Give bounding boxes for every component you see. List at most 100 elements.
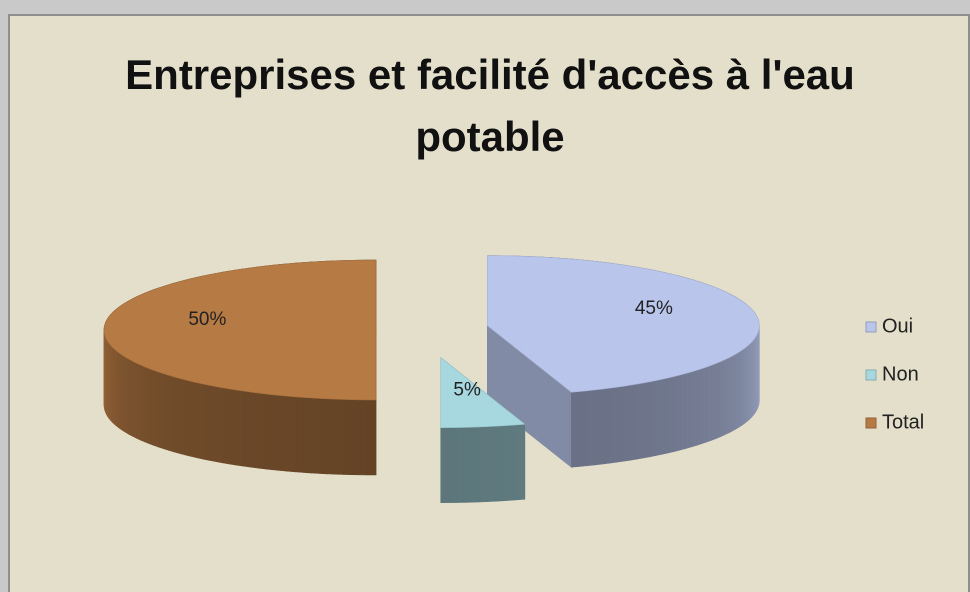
slice-side	[643, 381, 651, 459]
slice-side	[229, 388, 237, 466]
slice-side	[601, 387, 610, 465]
slice-side	[215, 386, 224, 464]
slice-side	[136, 362, 141, 441]
slice-side	[615, 385, 624, 463]
slice-side	[250, 391, 259, 469]
slice-side	[114, 348, 118, 428]
slice-side	[243, 390, 252, 468]
slice-side	[144, 366, 150, 445]
slice-side	[578, 390, 587, 467]
legend-label: Total	[882, 411, 924, 433]
slice-side	[311, 397, 320, 474]
slice-side	[463, 426, 473, 503]
slice-side	[295, 396, 304, 473]
legend-swatch	[865, 321, 877, 333]
slice-side	[649, 380, 657, 458]
slice-side	[132, 360, 137, 439]
legend-swatch	[865, 369, 877, 381]
slice-side	[140, 364, 145, 443]
slice-side	[448, 427, 457, 503]
legend-swatch	[865, 417, 877, 429]
slice-side	[280, 395, 289, 472]
slice-side	[122, 355, 127, 434]
slice-side	[701, 366, 708, 445]
slice-side	[179, 377, 186, 456]
slice-side	[168, 374, 175, 453]
slice-side	[706, 364, 712, 443]
slice-side	[593, 388, 602, 466]
slice-side	[184, 379, 192, 457]
slice-side	[440, 427, 449, 503]
slice-side	[727, 355, 733, 434]
slice-side	[502, 425, 511, 502]
slice-side	[335, 398, 344, 475]
slice-side	[494, 425, 503, 502]
slice-side	[608, 386, 617, 464]
slice-side	[190, 380, 198, 459]
slice-side	[636, 382, 644, 460]
slice-side	[343, 399, 352, 476]
slice-side	[173, 376, 180, 454]
slice-side	[196, 382, 204, 460]
slice-side	[656, 378, 664, 456]
slice-side	[327, 398, 336, 475]
slice-side	[748, 341, 752, 421]
slice-side	[128, 358, 134, 437]
value-label: 50%	[188, 309, 226, 330]
slice-side	[287, 395, 297, 473]
chart-title: Entreprises et facilité d'accès à l'eau …	[125, 51, 855, 160]
slice-side	[479, 426, 488, 503]
value-label: 45%	[635, 298, 673, 319]
slice-side	[738, 349, 742, 429]
slice-side	[257, 392, 266, 470]
slice-side	[724, 357, 729, 436]
slice-side	[662, 377, 670, 455]
slice-side	[202, 383, 210, 461]
slice-top	[440, 357, 526, 428]
slice-side	[303, 397, 312, 474]
slice-side	[153, 369, 159, 448]
slice-side	[158, 371, 164, 450]
slice-side	[696, 368, 703, 446]
slice-side	[731, 353, 736, 432]
slice-side	[668, 375, 676, 454]
slice-side	[509, 424, 518, 501]
slice-side	[711, 363, 717, 441]
slice-side	[125, 356, 130, 435]
slice-side	[455, 427, 465, 503]
slice-side	[471, 426, 480, 503]
slice-side	[743, 345, 748, 425]
slice-side	[117, 351, 121, 430]
slice-side	[674, 374, 681, 452]
slice-side	[351, 399, 361, 476]
slice-side	[148, 368, 154, 446]
slice-side	[622, 384, 631, 462]
slice-side	[680, 372, 687, 451]
slice-side	[719, 359, 725, 438]
slice-side	[517, 423, 526, 501]
slice-side	[741, 347, 745, 427]
slice-side	[209, 385, 217, 462]
slice-side	[486, 425, 496, 502]
slice-side	[367, 399, 377, 476]
slice-side	[163, 373, 169, 451]
legend-label: Non	[882, 363, 919, 385]
slice-side	[685, 371, 692, 449]
slice-side	[586, 389, 595, 467]
legend-label: Oui	[882, 315, 913, 337]
slice-side	[359, 399, 369, 476]
slice-side	[691, 369, 698, 448]
slice-side	[222, 387, 230, 465]
slice-top	[103, 259, 377, 401]
slice-side	[272, 394, 281, 471]
slice-side	[112, 346, 116, 426]
slice-side	[629, 383, 638, 461]
slice-side	[735, 351, 739, 430]
slice-side	[571, 391, 580, 468]
slice-side	[746, 343, 750, 423]
slice-side	[715, 361, 721, 439]
slice-side	[119, 353, 124, 432]
value-label: 5%	[453, 380, 481, 401]
